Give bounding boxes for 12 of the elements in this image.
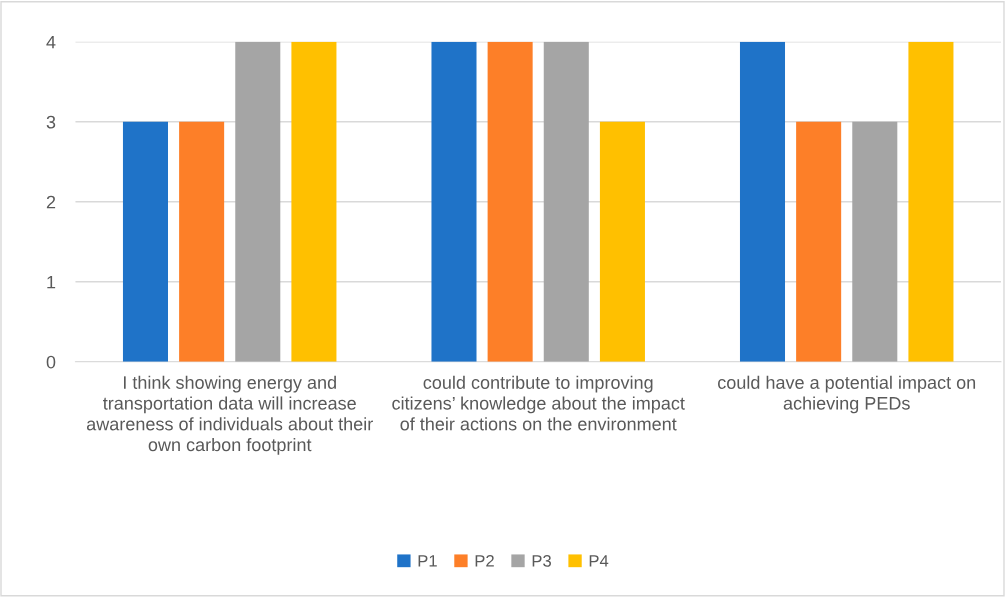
x-tick-label: I think showing energy and transportation data will increase awareness of individuals about their own carbon footprint [86,375,373,455]
legend-label: P4 [589,555,609,567]
x-tick-label: could contribute to improving citizens’ knowledge about the impact of their actions on the environment [392,375,685,431]
y-tick-label: 0 [46,355,56,369]
y-tick-label: 2 [46,195,56,209]
y-tick-label: 1 [47,275,56,289]
y-tick-label: 3 [46,115,56,129]
legend-label: P1 [418,555,437,567]
x-tick-label: could have a potential impact on achieving PEDs [718,375,976,414]
y-tick-label: 4 [46,35,56,49]
legend-label: P3 [532,554,551,567]
legend-label: P2 [475,554,494,567]
